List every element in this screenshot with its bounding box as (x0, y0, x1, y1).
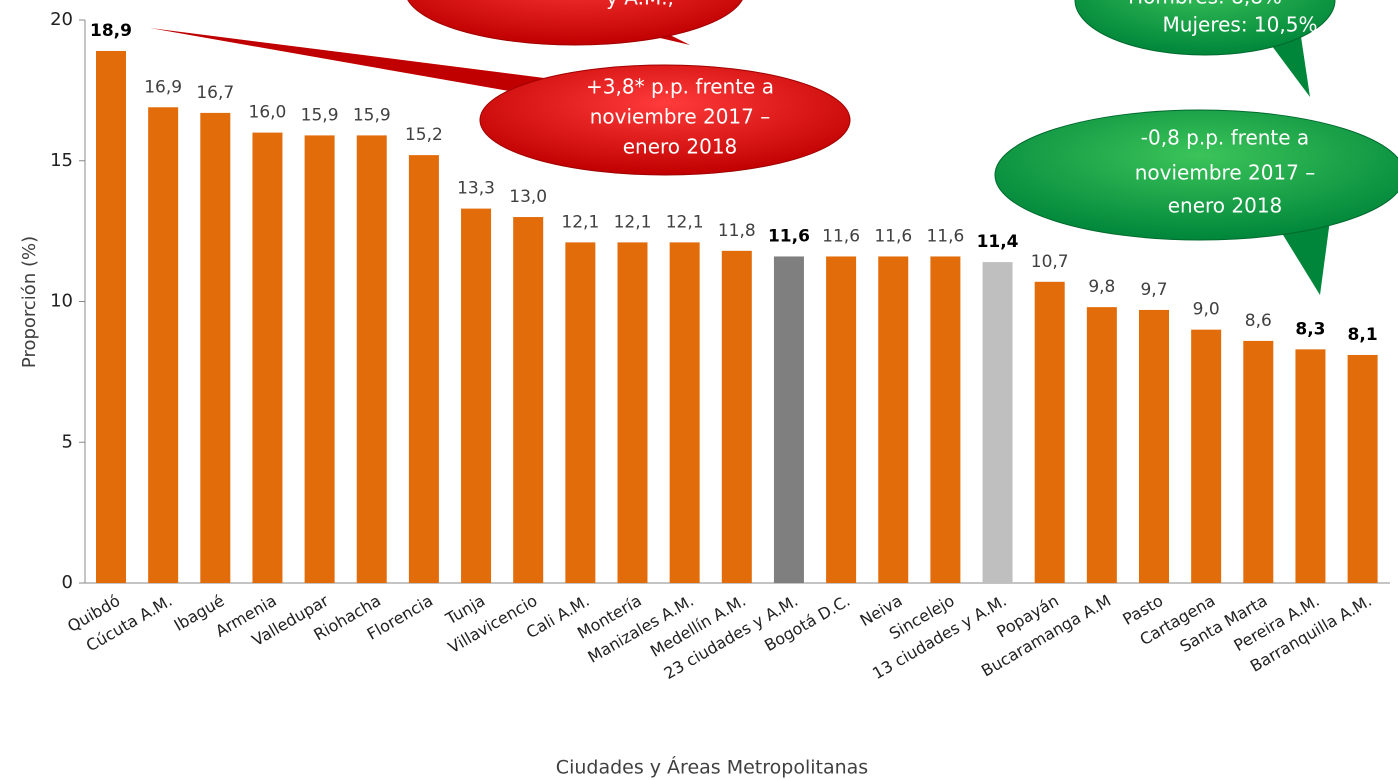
callout-text: -0,8 p.p. frente a (1141, 126, 1309, 150)
bar (617, 242, 648, 583)
bar (200, 112, 231, 584)
callout-text: y A.M., (606, 0, 674, 10)
value-label: 13,3 (457, 179, 495, 199)
bar (1243, 340, 1274, 583)
value-label: 8,6 (1245, 311, 1272, 331)
bar (565, 242, 596, 583)
bar (721, 250, 752, 583)
value-label: 18,9 (90, 21, 132, 41)
y-tick-label: 5 (62, 431, 73, 452)
value-label: 11,8 (718, 221, 756, 241)
x-axis-label: Ciudades y Áreas Metropolitanas (556, 756, 868, 779)
bar (1347, 354, 1378, 583)
bar (1139, 309, 1169, 583)
value-label: 10,7 (1031, 252, 1069, 272)
value-label: 16,9 (144, 77, 182, 97)
bar (96, 50, 126, 583)
y-tick-label: 10 (50, 291, 73, 312)
callout-tail (150, 28, 560, 100)
value-label: 12,1 (666, 212, 704, 232)
callout (1074, 0, 1336, 56)
callout-tail (1280, 220, 1330, 295)
value-label: 9,7 (1140, 280, 1167, 300)
callout (407, 0, 743, 46)
value-label: 12,1 (614, 212, 652, 232)
callout-text: noviembre 2017 – (1135, 161, 1316, 185)
value-label: 15,9 (301, 105, 339, 125)
y-tick-label: 20 (50, 9, 73, 30)
bar (408, 155, 439, 583)
bar (356, 135, 387, 584)
value-label: 13,0 (509, 187, 547, 207)
callout-text: enero 2018 (1168, 194, 1283, 218)
value-label: 16,7 (196, 83, 234, 103)
bar (982, 262, 1013, 583)
value-label: 11,6 (768, 226, 810, 246)
value-label: 9,8 (1088, 277, 1115, 297)
value-label: 9,0 (1193, 300, 1220, 320)
bar (304, 135, 335, 584)
bar (461, 208, 492, 584)
callout-text: Mujeres: 10,5% (1163, 13, 1318, 37)
value-label: 11,6 (926, 226, 964, 246)
y-tick-label: 0 (62, 572, 73, 593)
bar (1086, 307, 1117, 583)
callout-text: noviembre 2017 – (590, 105, 771, 129)
y-tick-label: 15 (50, 150, 73, 171)
value-label: 11,6 (874, 226, 912, 246)
bar (252, 132, 283, 583)
value-label: 12,1 (561, 212, 599, 232)
callout-text: Hombres: 8,8% (1128, 0, 1282, 9)
bar (826, 256, 857, 583)
value-label: 15,9 (353, 105, 391, 125)
bar (878, 256, 909, 583)
callout (479, 64, 851, 176)
y-axis-label: Proporción (%) (19, 236, 40, 368)
value-label: 8,1 (1348, 325, 1378, 345)
bar (930, 256, 961, 583)
value-label: 16,0 (249, 103, 287, 123)
callouts: y A.M., +3,8* p.p. frente a noviembre 20… (150, 0, 1398, 295)
bar (773, 256, 804, 583)
value-label: 8,3 (1295, 319, 1325, 339)
bar (1034, 281, 1065, 583)
bar (513, 217, 544, 584)
callout-text: enero 2018 (623, 135, 738, 159)
bar (148, 107, 179, 583)
bar (669, 242, 700, 583)
value-label: 11,4 (977, 232, 1019, 252)
value-label: 11,6 (822, 226, 860, 246)
callout-text: +3,8* p.p. frente a (586, 75, 774, 99)
bar (1191, 329, 1222, 583)
bar (1295, 349, 1326, 583)
value-label: 15,2 (405, 125, 443, 145)
callout (994, 109, 1398, 241)
